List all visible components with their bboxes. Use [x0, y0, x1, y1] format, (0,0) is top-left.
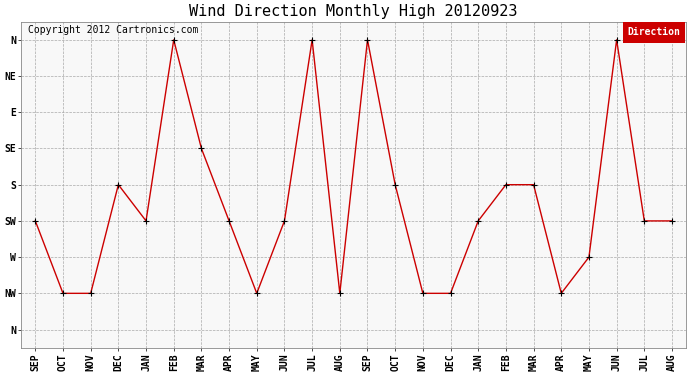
- Text: Direction: Direction: [628, 27, 680, 38]
- Title: Wind Direction Monthly High 20120923: Wind Direction Monthly High 20120923: [189, 4, 518, 19]
- Text: Copyright 2012 Cartronics.com: Copyright 2012 Cartronics.com: [28, 26, 199, 36]
